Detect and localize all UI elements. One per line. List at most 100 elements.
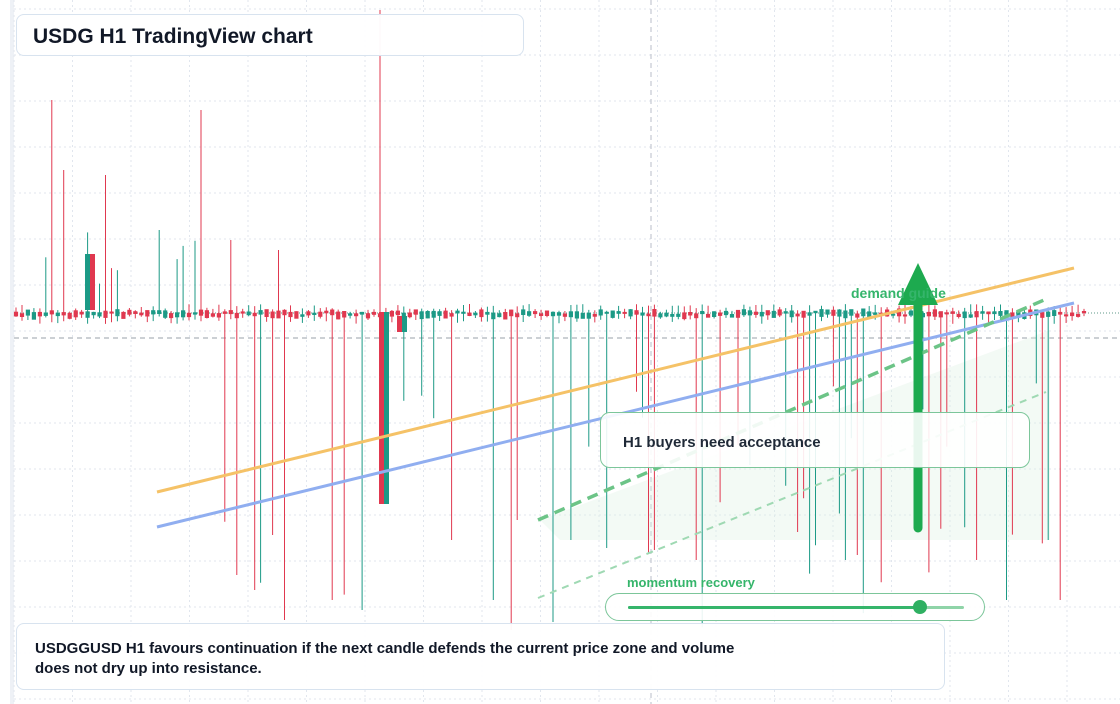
candle-body (926, 311, 931, 317)
candle-body (157, 310, 162, 314)
candle-body (837, 309, 842, 317)
summary-text: USDGGUSD H1 favours continuation if the … (35, 640, 735, 677)
candle-body (258, 310, 263, 315)
candle-body (300, 314, 305, 317)
candle-body (455, 310, 460, 314)
candle-body (920, 313, 925, 318)
candle-body (395, 310, 400, 316)
candle-body (246, 311, 251, 316)
projection-arrow-head (898, 263, 938, 305)
candle-body (85, 254, 90, 310)
candle-body (664, 312, 669, 317)
candle-body (175, 312, 180, 318)
candle-body (1040, 312, 1045, 318)
candle-body (449, 313, 454, 317)
candle-body (103, 310, 108, 318)
candle-body (342, 311, 347, 318)
candle-body (741, 309, 746, 316)
candle-body (908, 310, 914, 316)
candle-body (294, 311, 299, 319)
candle-body (61, 312, 66, 316)
candle-body (491, 312, 496, 320)
demand-guide-line (537, 298, 1045, 522)
candle-body (139, 312, 144, 316)
candle-body (1064, 314, 1069, 317)
candle-body (592, 314, 597, 317)
candle-body (700, 311, 705, 315)
candle-body (891, 313, 896, 316)
candle-body (855, 313, 860, 318)
candle-body (962, 311, 967, 319)
candle-body (198, 309, 204, 316)
title-card: USDG H1 TradingView chart (16, 14, 524, 56)
candle-body (402, 316, 407, 332)
candle-body (956, 313, 961, 317)
candle-body (37, 311, 42, 317)
candle-body (682, 312, 687, 320)
candle-body (276, 310, 281, 319)
candle-body (240, 311, 245, 314)
candle-body (509, 309, 514, 317)
candle-body (831, 309, 836, 316)
momentum-handle[interactable] (913, 600, 928, 614)
candle-body (527, 311, 532, 316)
candle-body (133, 311, 138, 314)
candle-body (658, 313, 663, 318)
candle-body (574, 311, 579, 319)
candle-body (461, 311, 466, 314)
candle-body (968, 314, 973, 318)
candle-body (1052, 310, 1057, 316)
candle-body (598, 309, 603, 316)
candle-body (706, 313, 711, 318)
candle-body (324, 310, 329, 314)
candle-body (49, 310, 54, 315)
candle-body (998, 311, 1003, 316)
momentum-slider[interactable] (605, 593, 985, 621)
candle-body (348, 313, 353, 316)
annotation-text: H1 buyers need acceptance (623, 434, 821, 451)
candle-body (974, 311, 979, 318)
candle-body (270, 311, 275, 319)
candle-body (729, 314, 735, 318)
candle-body (397, 316, 402, 332)
candle-body (861, 308, 866, 317)
candle-body (169, 313, 174, 319)
candle-body (771, 310, 776, 318)
candle-body (115, 309, 120, 317)
candle-body (521, 309, 526, 315)
candle-body (759, 311, 764, 317)
candle-body (127, 309, 132, 315)
candle-body (43, 312, 48, 316)
candle-body (67, 312, 72, 319)
candle-body (336, 311, 341, 320)
candle-body (1058, 311, 1063, 315)
candle-body (19, 313, 25, 317)
candle-body (843, 310, 848, 319)
candle-body (163, 310, 168, 318)
candle-body (718, 312, 723, 316)
candle-body (121, 311, 126, 319)
candle-body (485, 311, 490, 315)
candle-body (145, 310, 150, 317)
candle-body (210, 313, 215, 317)
candle-body (216, 313, 221, 318)
candle-body (85, 311, 90, 318)
candle-body (801, 310, 806, 318)
candle-body (312, 312, 317, 315)
candle-body (992, 311, 997, 315)
candle-body (544, 310, 550, 316)
candle-body (497, 313, 502, 318)
candle-body (735, 309, 741, 318)
candle-body (586, 312, 591, 319)
candle-body (413, 309, 418, 315)
candle-body (330, 309, 335, 316)
candle-body (479, 309, 484, 318)
candle-body (1010, 312, 1015, 318)
candle-body (264, 309, 269, 317)
summary-card: USDGGUSD H1 favours continuation if the … (16, 623, 945, 690)
momentum-label: momentum recovery (627, 575, 755, 590)
candle-body (1076, 314, 1081, 317)
candle-body (580, 313, 585, 319)
candle-body (986, 311, 991, 315)
